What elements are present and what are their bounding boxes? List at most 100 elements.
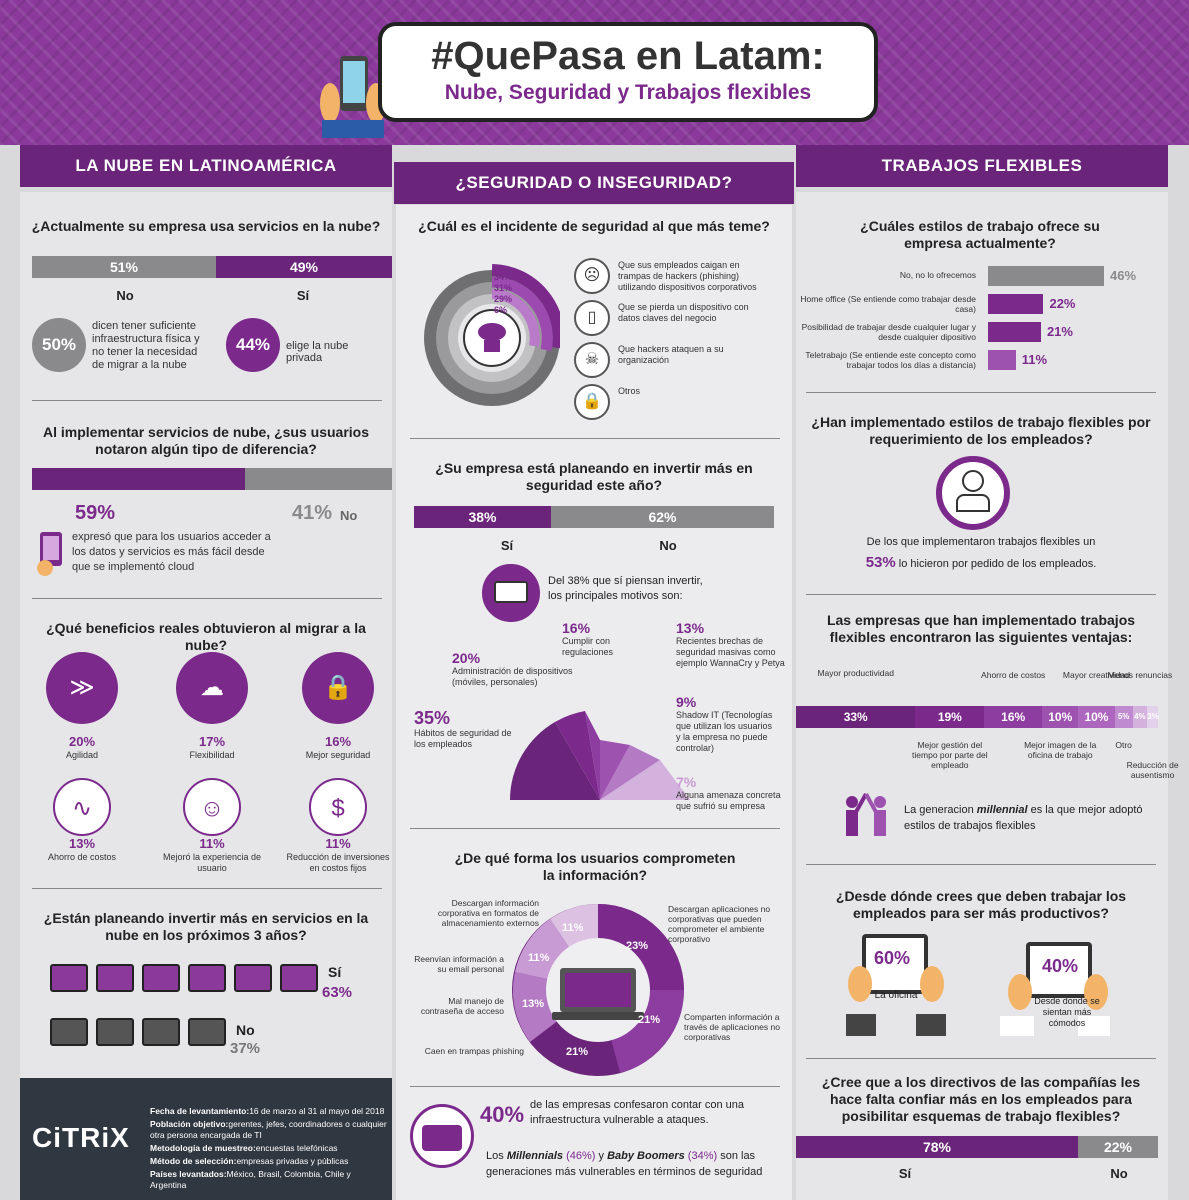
benefit-label: Mejor seguridad — [305, 750, 371, 760]
stat2-circle: 44% — [226, 318, 280, 372]
donut-pct: 11% — [528, 952, 550, 964]
footer-value: gerentes, jefes, coordinadores o cualqui… — [150, 1119, 387, 1140]
motive-pct: 9% — [676, 694, 697, 710]
left-q1-yes-label: Sí — [296, 288, 310, 303]
middle-q3: ¿De qué forma los usuarios comprometen l… — [454, 850, 736, 883]
right-q1: ¿Cuáles estilos de trabajo ofrece su emp… — [860, 218, 1100, 251]
gen-boomers: Baby Boomers — [607, 1150, 685, 1162]
left-q4-yes: Sí — [328, 964, 342, 980]
gen-millennials-pct: (46%) — [566, 1150, 596, 1162]
right-q2: ¿Han implementado estilos de trabajo fle… — [811, 414, 1151, 447]
style-label: Home office (Se entiende como trabajar d… — [800, 294, 976, 314]
benefit-pct: 16% — [324, 734, 352, 749]
benefit-label: Ahorro de costos — [47, 852, 117, 862]
style-pct: 46% — [1110, 268, 1137, 283]
incident-icon: ▯ — [574, 300, 610, 336]
adv-segment: 10% — [1078, 706, 1115, 728]
security-rings-chart — [420, 258, 565, 418]
motive-label: Recientes brechas de seguridad masivas c… — [676, 636, 785, 668]
bill-yes — [280, 964, 318, 992]
adv-label: Mayor creatividad — [1062, 670, 1130, 680]
right-divider-3 — [806, 864, 1156, 865]
tablet-hand-icon — [36, 530, 66, 576]
home-pct: 40% — [1042, 956, 1079, 976]
left-q4-yes-pct: 63% — [322, 984, 353, 1001]
footer-key: Fecha de levantamiento: — [150, 1106, 250, 1116]
bill-yes — [234, 964, 272, 992]
left-q4: ¿Están planeando invertir más en servici… — [43, 910, 369, 943]
adv-segment: 10% — [1042, 706, 1079, 728]
compromise-donut-chart — [512, 904, 684, 1076]
page-title: #QuePasa en Latam: — [431, 34, 825, 78]
left-q2-text: expresó que para los usuarios acceder a … — [72, 531, 271, 573]
adv-segment: 16% — [984, 706, 1043, 728]
footer-value: 16 de marzo al 31 al mayo del 2018 — [249, 1106, 385, 1116]
adv-label: Reducción de ausentismo — [1126, 760, 1179, 780]
stat1-text: dicen tener suficiente infraestructura f… — [92, 320, 200, 371]
adv-segment: 19% — [915, 706, 985, 728]
footer-line: Fecha de levantamiento:16 de marzo al 31… — [150, 1106, 388, 1117]
motive-label: Alguna amenaza concreta que sufrió su em… — [676, 790, 781, 811]
bill-yes — [96, 964, 134, 992]
adv-segment: 33% — [796, 706, 916, 728]
incident-icon: ☹ — [574, 258, 610, 294]
chart-icon: ∿ — [53, 778, 111, 836]
left-q2-no-label: No — [340, 508, 358, 523]
footer-line: Método de selección:empresas privadas y … — [150, 1156, 388, 1167]
gen-text-1: Los — [486, 1150, 504, 1162]
employee-icon — [936, 456, 1010, 530]
adv-label: Mayor productividad — [817, 668, 894, 678]
incident-label: Que se pierda un dispositivo con datos c… — [618, 302, 749, 323]
footer-value: empresas privadas y públicas — [236, 1156, 349, 1166]
middle-divider-1 — [410, 438, 780, 439]
gen-text-2: son las generaciones más vulnerables en … — [486, 1150, 763, 1178]
stat2-pct: 44% — [235, 335, 271, 354]
left-q4-no: No — [236, 1022, 255, 1038]
incident-label: Que hackers ataquen a su organización — [618, 344, 724, 365]
benefit-label: Flexibilidad — [189, 750, 235, 760]
middle-divider-3 — [410, 1086, 780, 1087]
section-middle-title: ¿SEGURIDAD O INSEGURIDAD? — [394, 162, 794, 204]
benefit-pct: 11% — [325, 836, 351, 851]
left-q2: Al implementar servicios de nube, ¿sus u… — [43, 424, 369, 457]
benefit-pct: 20% — [68, 734, 96, 749]
adv-label: Otro — [1115, 740, 1132, 750]
motive-label: Administración de dispositivos (móviles,… — [452, 666, 573, 687]
adv-label: Menos renuncias — [1107, 670, 1173, 680]
bill-no — [142, 1018, 180, 1046]
adv-segment: 4% — [1132, 706, 1148, 728]
right-q5-no-label: No — [1110, 1166, 1128, 1181]
money-hand-icon: $ — [309, 778, 367, 836]
incident-icon: ☠ — [574, 342, 610, 378]
section-left-title: LA NUBE EN LATINOAMÉRICA — [20, 145, 392, 187]
bill-yes — [50, 964, 88, 992]
right-q2-pct: 53% — [865, 554, 896, 571]
ring-label: 31% — [494, 283, 513, 293]
left-q2-yes-pct: 59% — [75, 502, 116, 524]
bill-no — [188, 1018, 226, 1046]
style-bar — [988, 322, 1041, 342]
millennial-text: La generacion millennial es la que mejor… — [904, 802, 1144, 834]
right-column — [796, 192, 1168, 1200]
middle-stat-text: de las empresas confesaron contar con un… — [530, 1099, 745, 1126]
right-divider-2 — [806, 594, 1156, 595]
motive-label: Cumplir con regulaciones — [562, 636, 614, 657]
incident-icon: 🔒 — [574, 384, 610, 420]
donut-label: Comparten información a través de aplica… — [684, 1012, 780, 1042]
lock-icon: 🔒 — [302, 652, 374, 724]
motive-pct: 20% — [452, 650, 481, 666]
left-divider-3 — [32, 888, 382, 889]
incident-label: Otros — [618, 386, 641, 396]
style-bar — [988, 350, 1016, 370]
benefit-label: Agilidad — [65, 750, 99, 760]
footer-key: Método de selección: — [150, 1156, 237, 1166]
office-tablet-icon — [846, 932, 946, 1036]
left-q1-no-label: No — [116, 288, 134, 303]
left-q3: ¿Qué beneficios reales obtuvieron al mig… — [46, 620, 366, 653]
bill-no — [96, 1018, 134, 1046]
left-q1-no-bar: 51% — [32, 256, 216, 278]
style-pct: 22% — [1049, 296, 1076, 311]
middle-q2-no-bar: 62% — [551, 506, 774, 528]
adv-segment: 5% — [1114, 706, 1133, 728]
donut-pct: 21% — [638, 1014, 661, 1026]
